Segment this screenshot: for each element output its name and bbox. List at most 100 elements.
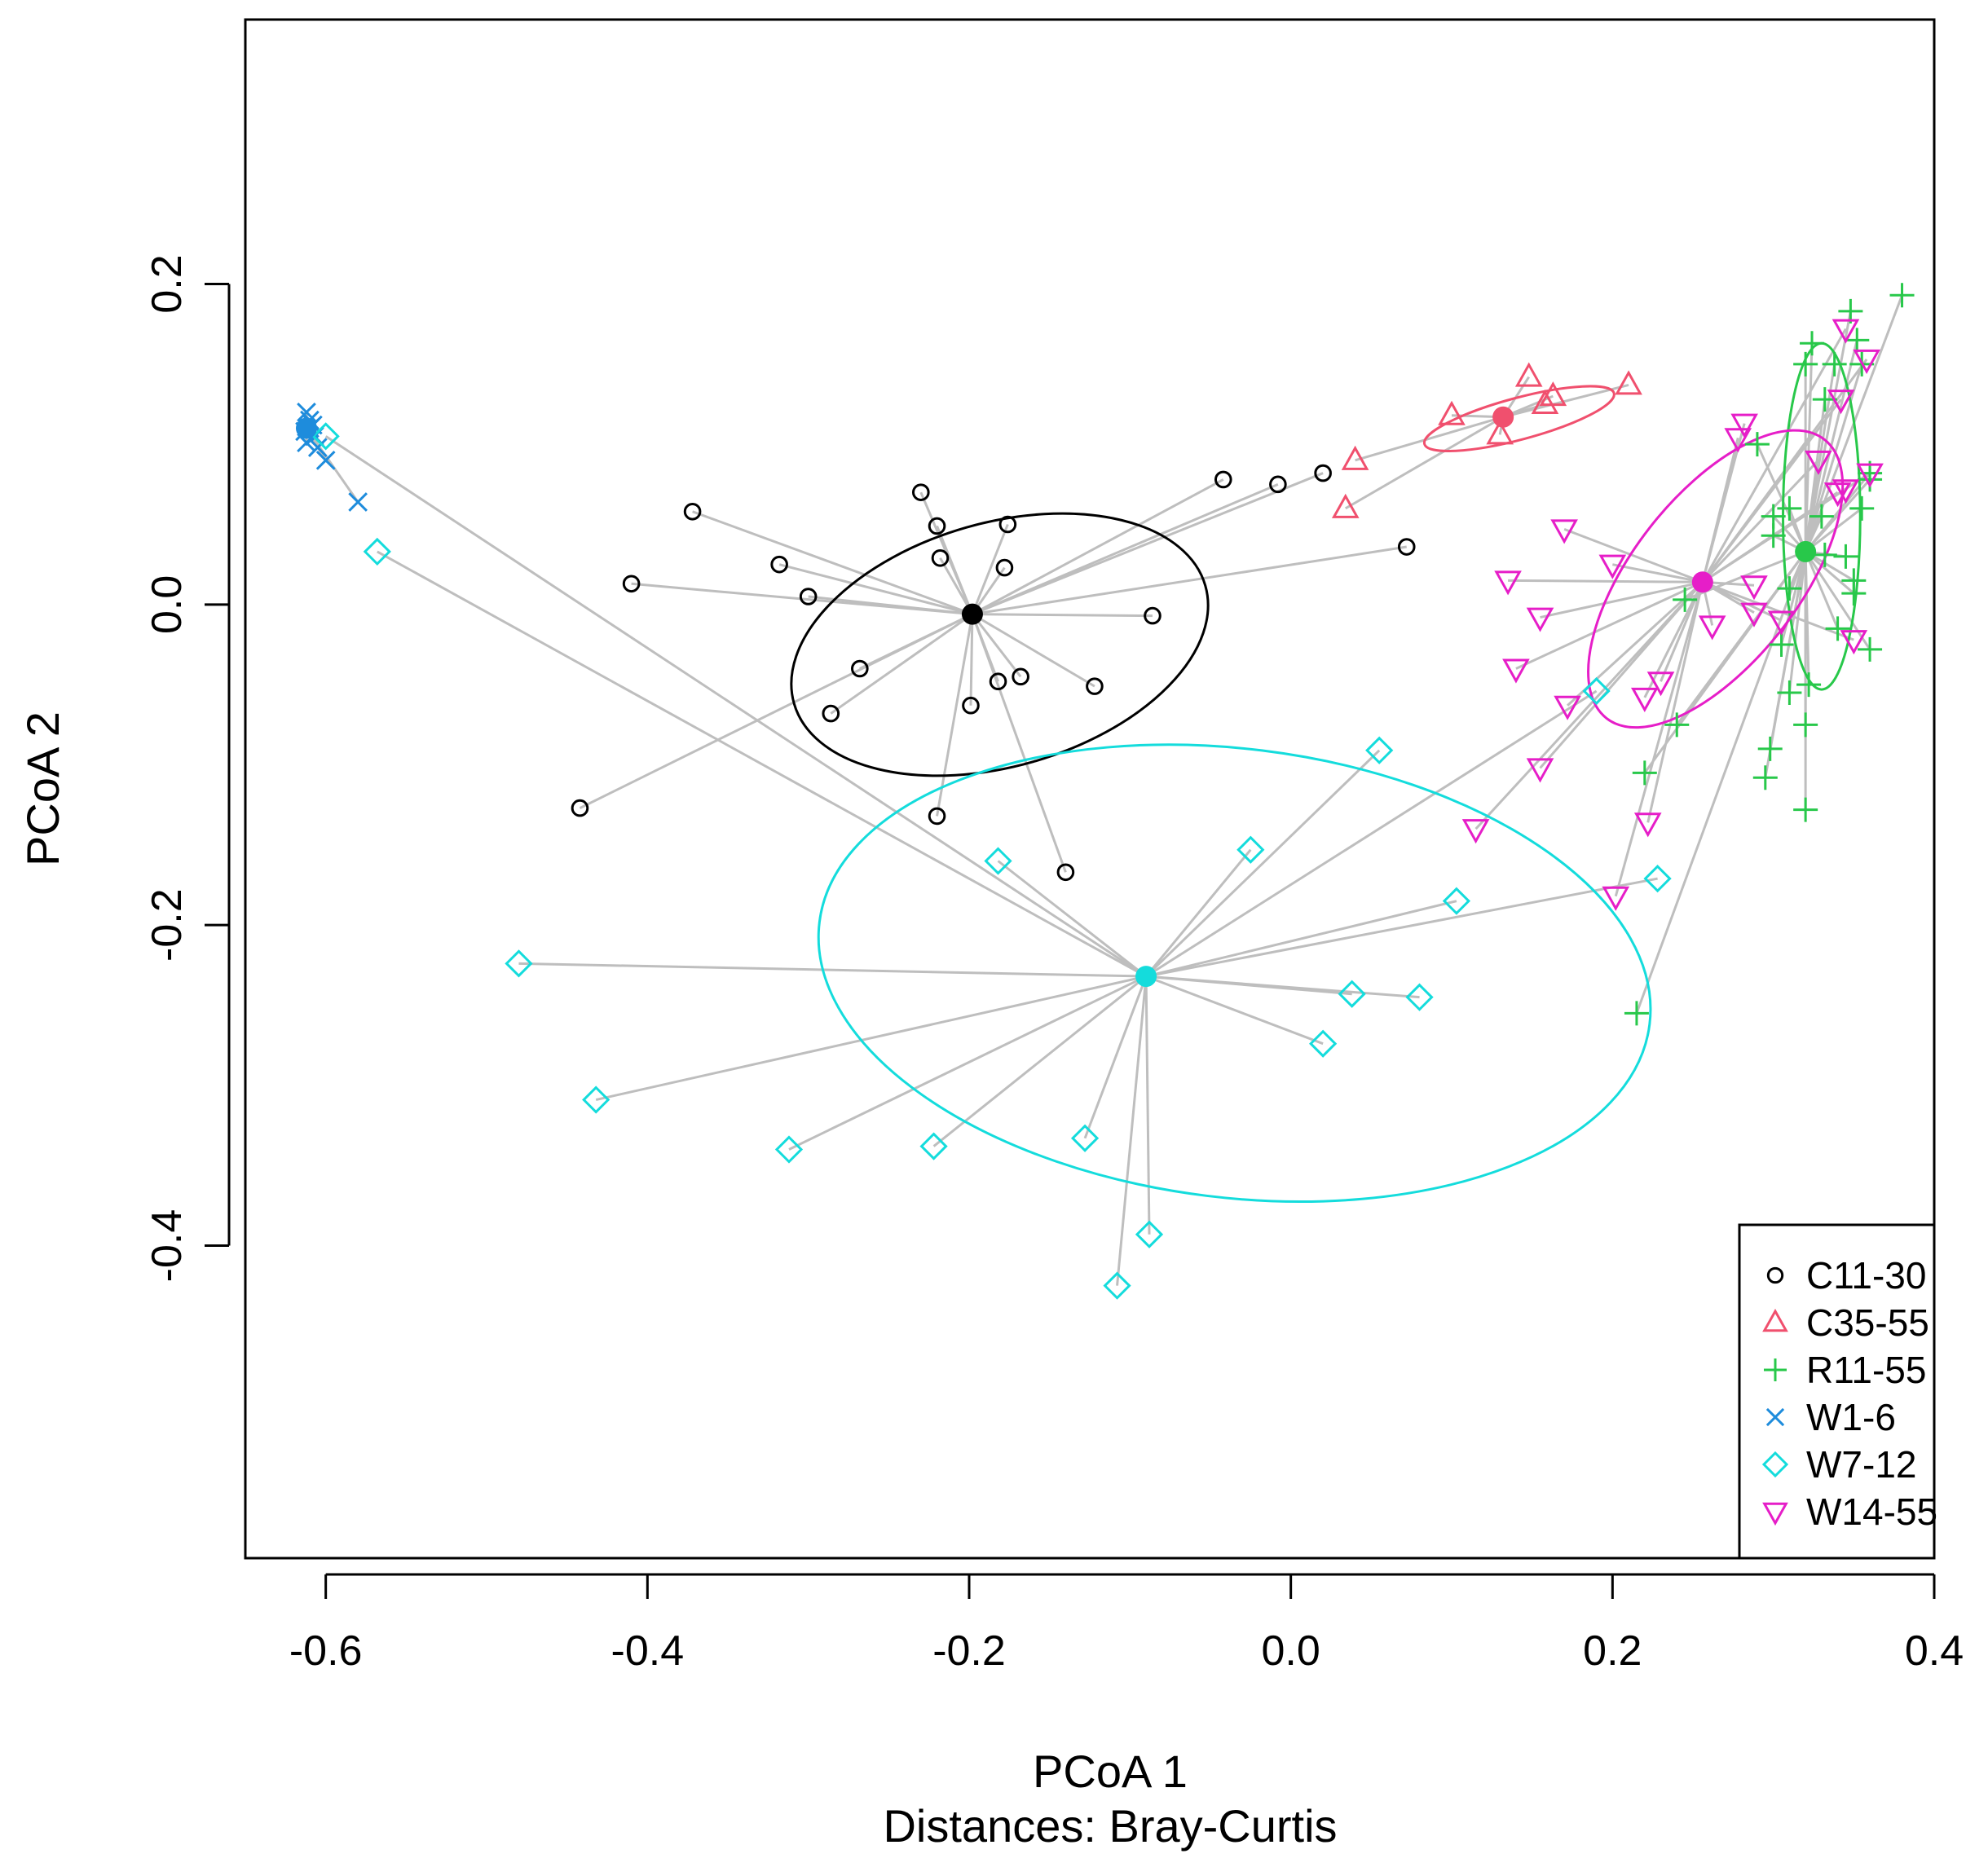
spider-line-c11-30-14 — [972, 613, 1095, 688]
point-w14-55-13 — [1740, 575, 1768, 601]
spider-line-c11-30-0 — [692, 510, 973, 616]
point-w7-12-2 — [505, 949, 533, 978]
spider-line-w7-12-9 — [1116, 975, 1148, 1286]
spider-line-r11-55-19 — [1805, 550, 1855, 595]
point-c11-30-16 — [1214, 470, 1232, 489]
point-w14-55-24 — [1461, 819, 1490, 844]
point-c11-30-4 — [912, 483, 930, 501]
point-r11-55-12 — [1777, 495, 1802, 521]
point-c35-55-4 — [1615, 370, 1642, 395]
point-r11-55-21 — [1673, 587, 1698, 612]
point-c11-30-21 — [928, 807, 946, 826]
legend-marker-c35-55 — [1762, 1308, 1788, 1332]
point-w14-55-3 — [1730, 413, 1758, 438]
point-r11-55-0 — [1889, 283, 1915, 308]
spider-line-w7-12-5 — [932, 975, 1148, 1147]
y-tick-label-2: 0.0 — [143, 575, 191, 634]
ellipse-c35-55 — [1422, 385, 1616, 452]
point-c11-30-5 — [928, 517, 946, 535]
spider-line-w14-55-8 — [1702, 491, 1839, 583]
point-c11-30-20 — [571, 799, 589, 817]
spider-line-w14-55-18 — [1515, 580, 1704, 670]
spider-line-c11-30-18 — [972, 472, 1324, 616]
plot-frame — [244, 18, 1936, 1560]
point-c11-30-17 — [1269, 475, 1287, 494]
spider-line-w14-55-12 — [1540, 580, 1704, 619]
point-w14-55-9 — [1550, 519, 1578, 544]
point-r11-55-17 — [1833, 544, 1858, 569]
centroid-c11-30 — [961, 603, 983, 625]
centroid-r11-55 — [1795, 540, 1817, 562]
legend-marker-c11-30 — [1766, 1266, 1784, 1284]
point-w7-12-17 — [1643, 865, 1672, 893]
centroid-w1-6 — [295, 417, 317, 439]
spider-line-w14-55-0 — [1701, 328, 1847, 583]
spider-line-r11-55-22 — [1804, 551, 1839, 629]
point-w14-55-10 — [1598, 554, 1627, 579]
point-c11-30-2 — [799, 588, 818, 605]
spider-line-w14-55-24 — [1474, 581, 1704, 830]
point-w14-55-12 — [1526, 607, 1554, 632]
spider-line-w7-12-8 — [1144, 976, 1151, 1235]
point-r11-55-13 — [1809, 504, 1834, 529]
point-w1-6-6 — [307, 438, 328, 457]
ellipse-c11-30 — [790, 512, 1210, 777]
x-tick-label-0: -0.6 — [289, 1627, 363, 1675]
spider-line-w7-12-10 — [1144, 848, 1252, 978]
point-c11-30-18 — [1314, 464, 1332, 482]
x-tick-label-2: -0.2 — [932, 1627, 1006, 1675]
group-centroids — [295, 406, 1817, 988]
point-c11-30-8 — [995, 558, 1014, 577]
spider-line-c11-30-6 — [939, 557, 974, 615]
point-w14-55-2 — [1827, 390, 1855, 415]
point-c35-55-3 — [1531, 389, 1559, 414]
point-r11-55-23 — [1858, 636, 1883, 662]
x-tick-label-4: 0.2 — [1583, 1627, 1642, 1675]
spider-line-w7-12-4 — [788, 975, 1147, 1151]
spider-line-r11-55-14 — [1805, 507, 1863, 553]
y-tick-label-3: 0.2 — [143, 254, 191, 313]
spider-line-c35-55-6 — [1355, 416, 1504, 462]
legend-label-c35-55: C35-55 — [1806, 1301, 1929, 1344]
x-tick-label-1: -0.4 — [611, 1627, 685, 1675]
point-r11-55-16 — [1812, 542, 1837, 567]
y-tick-label-0: -0.4 — [143, 1209, 191, 1283]
legend-marker-r11-55 — [1764, 1358, 1787, 1381]
legend-label-w14-55: W14-55 — [1806, 1491, 1937, 1533]
spider-line-w7-12-7 — [1083, 975, 1148, 1139]
point-c11-30-0 — [683, 502, 702, 521]
spider-line-r11-55-4 — [1804, 363, 1863, 553]
spider-line-c11-30-20 — [579, 613, 973, 809]
point-w1-6-8 — [315, 450, 336, 470]
point-c35-55-0 — [1438, 400, 1466, 425]
point-c11-30-14 — [1086, 677, 1104, 695]
point-c11-30-12 — [989, 672, 1007, 691]
spider-line-c11-30-13 — [971, 613, 1022, 678]
point-w7-12-14 — [1442, 887, 1471, 915]
sample-points — [295, 283, 1915, 1300]
point-w7-12-3 — [582, 1085, 611, 1114]
spider-line-c11-30-16 — [972, 478, 1224, 615]
spider-line-w7-12-13 — [1145, 975, 1420, 999]
point-c35-55-6 — [1341, 445, 1369, 470]
legend-marker-w1-6 — [1765, 1407, 1785, 1427]
point-r11-55-32 — [1793, 797, 1818, 822]
spider-line-w7-12-3 — [595, 975, 1147, 1101]
centroid-c35-55 — [1492, 406, 1514, 428]
spider-line-r11-55-33 — [1635, 551, 1807, 1014]
point-c11-30-10 — [822, 704, 840, 723]
spider-line-c11-30-21 — [936, 614, 974, 817]
spider-line-w14-55-9 — [1563, 527, 1704, 583]
spider-line-c11-30-19 — [972, 545, 1407, 616]
point-w14-55-15 — [1740, 602, 1768, 627]
point-w14-55-20 — [1554, 695, 1581, 720]
spider-line-w14-55-21 — [1643, 581, 1704, 698]
spider-line-w14-55-2 — [1701, 398, 1842, 583]
point-c11-30-7 — [998, 515, 1017, 534]
point-r11-55-33 — [1624, 1001, 1649, 1026]
point-r11-55-5 — [1793, 351, 1818, 376]
point-r11-55-30 — [1752, 765, 1778, 790]
point-w7-12-11 — [1309, 1029, 1338, 1058]
